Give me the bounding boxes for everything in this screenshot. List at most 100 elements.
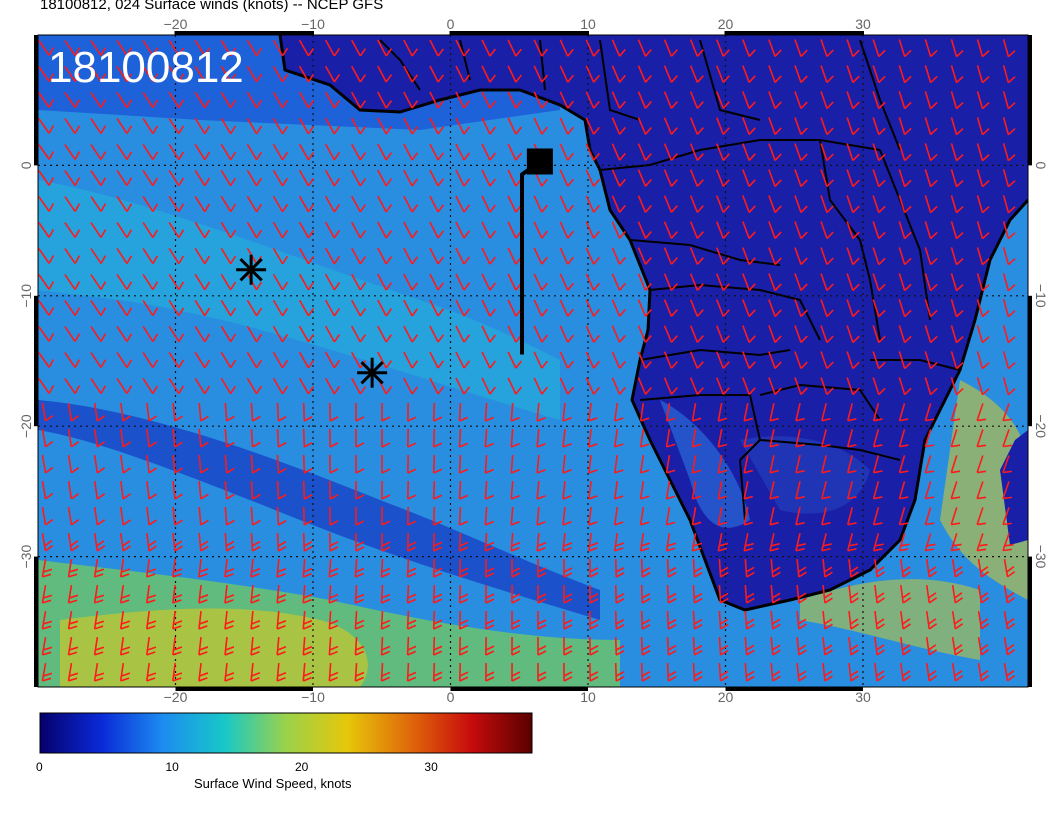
wind-barb <box>1002 65 1016 84</box>
wind-barb <box>925 610 938 630</box>
land-lighter-south <box>660 400 750 528</box>
wind-barb <box>614 636 625 656</box>
wind-barb <box>377 65 393 83</box>
wind-barb <box>639 454 650 474</box>
wind-barb <box>458 506 469 526</box>
wind-barb <box>458 402 469 422</box>
wind-barb <box>350 65 367 83</box>
wind-barb <box>67 532 80 552</box>
wind-barb <box>355 532 365 552</box>
wind-barb <box>614 480 624 500</box>
wind-barb <box>403 351 419 369</box>
wind-barb <box>666 610 677 630</box>
wind-barb <box>872 351 886 370</box>
wind-barb <box>90 300 107 316</box>
wind-barb <box>640 662 651 682</box>
wind-barb <box>485 662 495 682</box>
wind-barb <box>354 584 365 604</box>
wind-barb <box>743 455 754 474</box>
wind-barb <box>976 221 990 240</box>
wind-barb <box>41 662 53 682</box>
wind-barb <box>350 143 367 161</box>
wind-barb <box>324 65 341 83</box>
wind-barb <box>172 558 183 578</box>
wind-barb <box>90 326 107 342</box>
wind-barb <box>328 558 339 578</box>
wind-barb <box>588 480 598 500</box>
wind-barb <box>93 402 106 422</box>
wind-barb <box>821 507 831 526</box>
colorbar-tick-label: 10 <box>165 760 179 774</box>
wind-barb <box>64 170 81 186</box>
wind-barb <box>67 636 79 656</box>
wind-barb <box>145 662 157 682</box>
wind-barb <box>820 377 834 396</box>
wind-barb <box>588 506 598 526</box>
wind-barb <box>246 65 263 83</box>
wind-barb <box>64 326 81 342</box>
wind-barb <box>1002 481 1012 500</box>
wind-barb <box>689 65 704 83</box>
wind-barb <box>350 247 367 265</box>
wind-barb <box>821 481 831 500</box>
wind-barb <box>510 506 520 526</box>
wind-barb <box>742 325 756 343</box>
lon-tick-label-bottom: −10 <box>301 689 325 705</box>
wind-barb <box>559 299 574 317</box>
wind-barb <box>846 325 860 344</box>
wind-barb <box>67 610 79 630</box>
wind-barb <box>67 454 80 474</box>
wind-barb <box>637 195 652 213</box>
wind-barb <box>536 454 546 474</box>
wind-barb <box>455 377 471 395</box>
wind-barb <box>951 558 964 578</box>
wind-barb <box>563 662 573 682</box>
wind-barb <box>820 273 834 292</box>
wind-barb <box>585 221 600 239</box>
wind-barb <box>403 169 419 187</box>
wind-barb <box>90 144 107 160</box>
wind-barb <box>407 428 417 448</box>
wind-barb <box>142 195 159 213</box>
wind-barb <box>41 402 54 422</box>
wind-barb <box>925 584 938 604</box>
wind-barb <box>770 610 781 630</box>
wind-barb <box>639 428 650 448</box>
wind-barb <box>380 662 391 682</box>
wind-barb <box>355 454 365 474</box>
wind-barb <box>194 351 211 369</box>
wind-barb <box>38 144 55 160</box>
wind-barb <box>1002 91 1016 110</box>
wind-barb <box>821 455 831 474</box>
wind-barb <box>93 636 105 656</box>
wind-barb <box>898 351 912 370</box>
wind-barb <box>406 610 417 630</box>
axis-edge-segment <box>1028 556 1032 687</box>
wind-barb <box>924 39 938 58</box>
wind-barb <box>768 117 782 135</box>
wind-barb <box>611 273 626 291</box>
wind-barb <box>38 66 55 82</box>
wind-barb <box>924 195 938 214</box>
wind-barb <box>246 169 263 187</box>
wind-barb <box>689 91 704 109</box>
wind-barb <box>329 532 339 552</box>
wind-barb <box>898 39 912 58</box>
wind-barb <box>406 558 417 578</box>
wind-barb <box>796 584 807 604</box>
wind-barb <box>429 351 445 369</box>
wind-barb <box>898 117 912 136</box>
wind-barb <box>1002 429 1012 448</box>
wind-barb <box>976 91 990 110</box>
wind-barb <box>38 326 55 342</box>
wind-barb <box>848 662 859 682</box>
wind-barb <box>168 39 185 57</box>
wind-barb <box>559 221 574 239</box>
wind-barb <box>977 558 990 578</box>
wind-barb <box>689 221 704 239</box>
wind-barb <box>820 169 834 188</box>
wind-barb <box>377 117 393 135</box>
wind-barb <box>511 662 521 682</box>
wind-barb <box>93 662 105 682</box>
wind-barb <box>172 454 183 474</box>
